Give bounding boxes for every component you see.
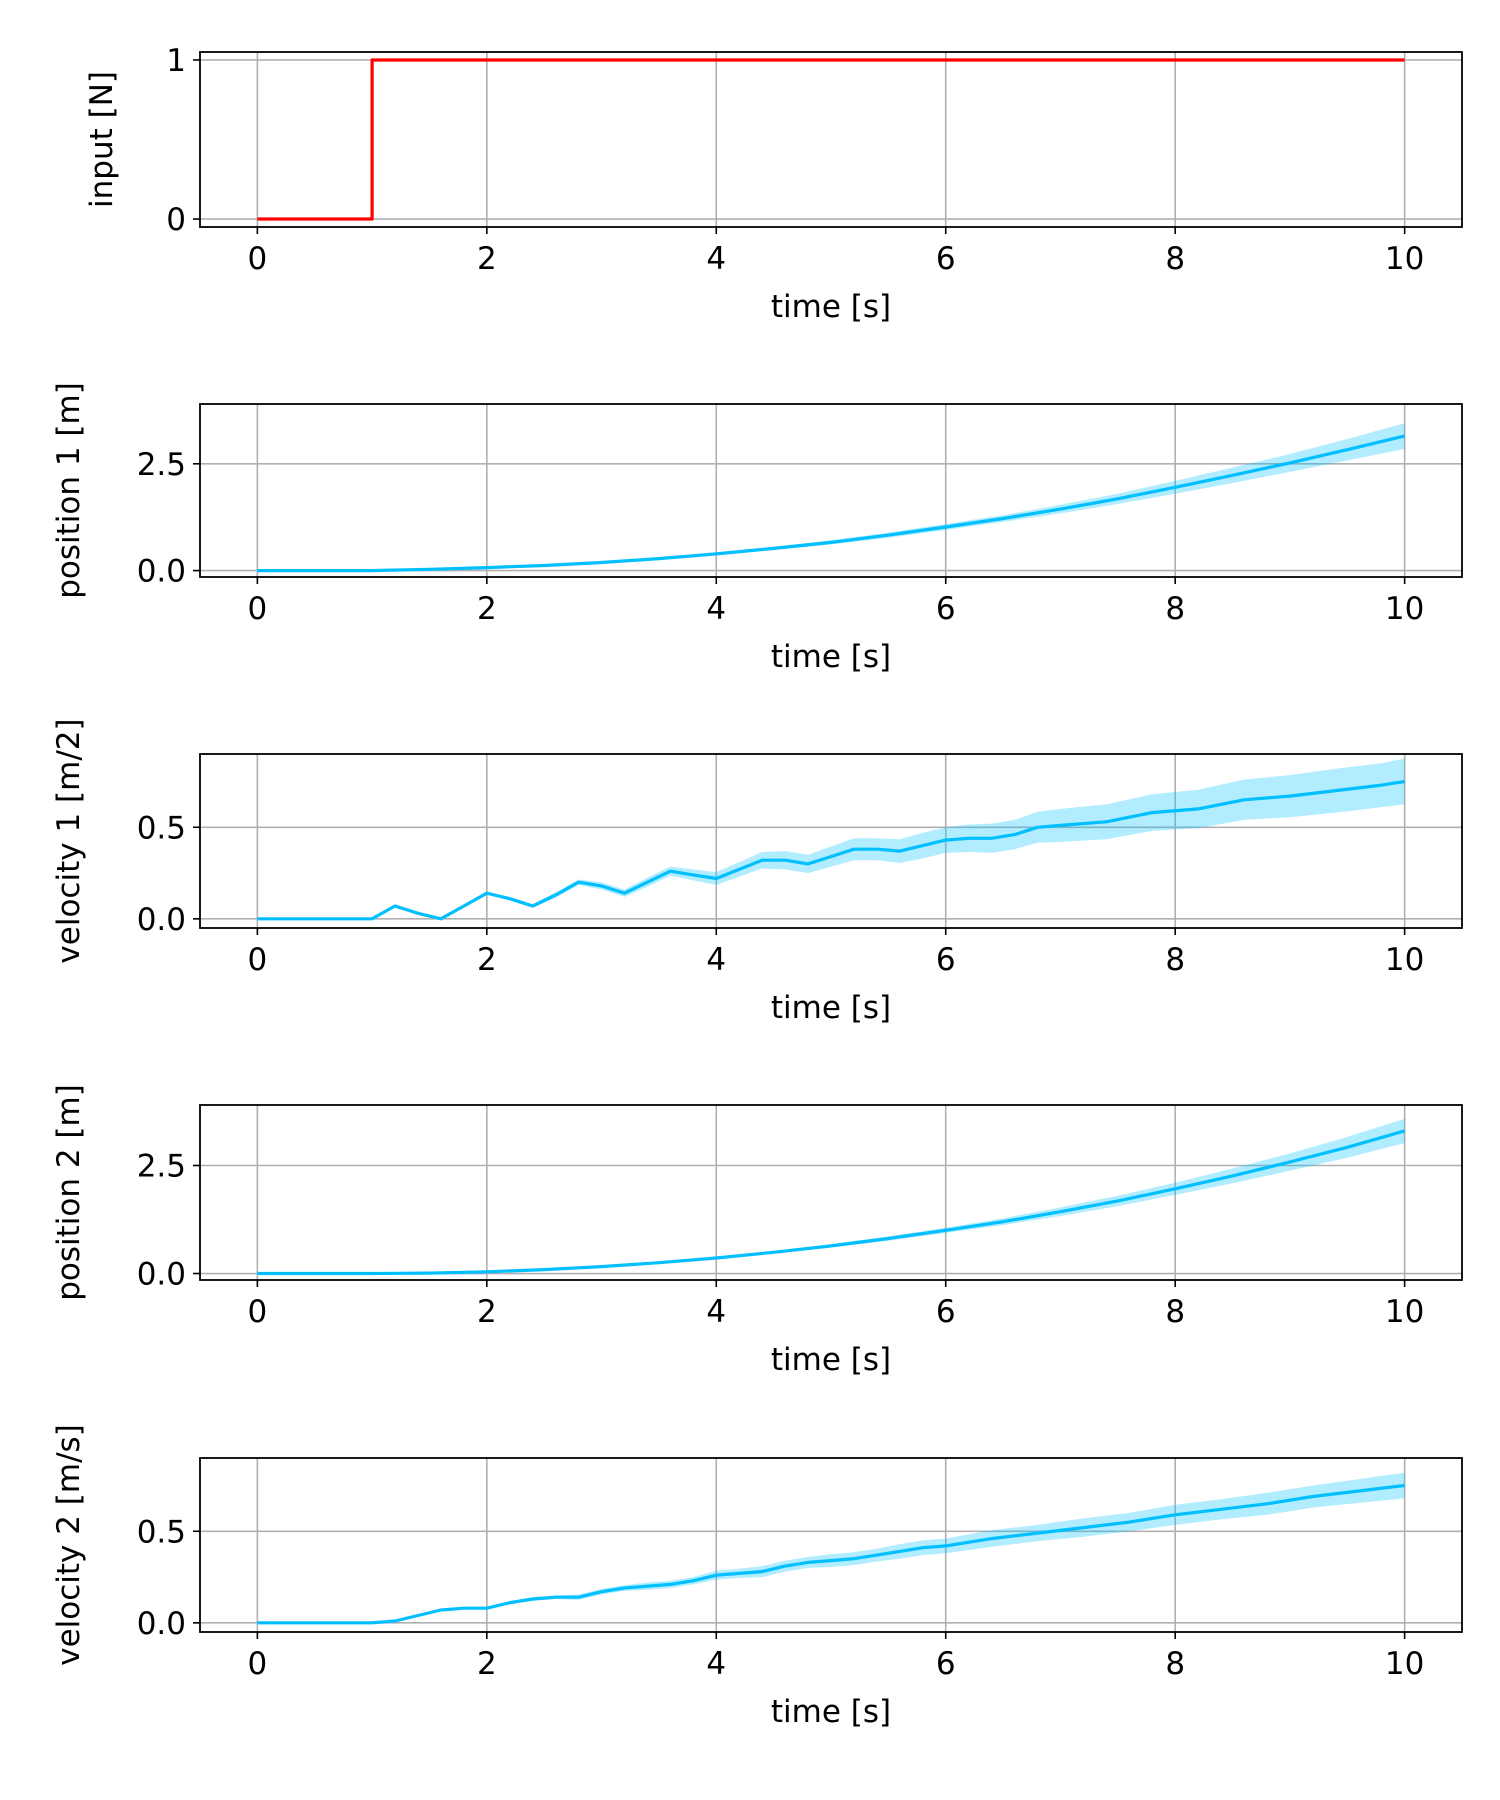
series-line: [257, 779, 1405, 921]
subplot-5: 0 2 4 6 8 10 0.0 0.5 time [s] velocity 2 [m/s]: [51, 1424, 1463, 1730]
x-tick-label: 2: [477, 1294, 497, 1330]
axes-frame: [199, 403, 1463, 578]
x-tick-label: 0: [247, 241, 267, 277]
x-tick-label: 0: [247, 942, 267, 978]
x-axis-label: time [s]: [771, 1342, 891, 1378]
y-axis-label: position 1 [m]: [51, 382, 87, 599]
subplot-2: 0 2 4 6 8 10 0.0 2.5 time [s] position 1 [m]: [51, 382, 1463, 675]
x-tick-label: 10: [1385, 942, 1424, 978]
x-tick-label: 8: [1165, 942, 1185, 978]
subplot-4: 0 2 4 6 8 10 0.0 2.5 time [s] position 2 [m]: [51, 1084, 1463, 1378]
y-axis-label: velocity 2 [m/s]: [51, 1424, 87, 1666]
subplot-1: 0 2 4 6 8 10 0 1 time [s] input [N]: [84, 43, 1463, 325]
y-tick-label: 0.5: [137, 810, 186, 846]
axes-frame: [199, 753, 1463, 929]
y-tick-label: 0.0: [137, 902, 186, 938]
x-tick-label: 4: [706, 241, 726, 277]
x-tick-label: 10: [1385, 591, 1424, 627]
x-axis-label: time [s]: [771, 990, 891, 1026]
x-tick-label: 10: [1385, 1294, 1424, 1330]
x-tick-label: 10: [1385, 241, 1424, 277]
x-tick-label: 2: [477, 1646, 497, 1682]
series-line: [257, 1129, 1406, 1276]
y-tick-label: 0.0: [137, 1257, 186, 1293]
x-tick-label: 4: [706, 1294, 726, 1330]
x-tick-label: 2: [477, 591, 497, 627]
x-tick-label: 0: [247, 1646, 267, 1682]
axes-frame: [199, 51, 1463, 228]
y-tick-label: 0.5: [137, 1514, 186, 1550]
x-tick-label: 8: [1165, 591, 1185, 627]
y-tick-label: 0.0: [137, 1606, 186, 1642]
series-line: [257, 58, 1405, 221]
x-tick-label: 8: [1165, 1646, 1185, 1682]
y-tick-label: 0.0: [137, 554, 186, 590]
uncertainty-band: [257, 1472, 1405, 1623]
series-line: [257, 434, 1405, 573]
uncertainty-band: [257, 1118, 1405, 1274]
uncertainty-band: [257, 758, 1405, 919]
x-tick-label: 8: [1165, 241, 1185, 277]
y-axis-label: position 2 [m]: [51, 1084, 87, 1301]
y-axis-label: velocity 1 [m/2]: [51, 718, 87, 963]
x-tick-label: 0: [247, 1294, 267, 1330]
subplot-3: 0 2 4 6 8 10 0.0 0.5 time [s] velocity 1 [m/2]: [51, 718, 1463, 1026]
x-tick-label: 6: [936, 591, 956, 627]
axes-frame: [199, 1104, 1463, 1281]
x-tick-label: 6: [936, 1294, 956, 1330]
x-tick-label: 2: [477, 241, 497, 277]
x-tick-label: 8: [1165, 1294, 1185, 1330]
y-axis-label: input [N]: [84, 71, 120, 208]
x-tick-label: 4: [706, 942, 726, 978]
x-axis-label: time [s]: [771, 1694, 891, 1730]
x-tick-label: 10: [1385, 1646, 1424, 1682]
y-tick-label: 2.5: [137, 447, 186, 483]
uncertainty-band: [257, 423, 1405, 571]
y-tick-label: 1: [166, 43, 186, 79]
x-tick-label: 6: [936, 1646, 956, 1682]
x-tick-label: 6: [936, 942, 956, 978]
x-tick-label: 0: [247, 591, 267, 627]
x-tick-label: 4: [706, 1646, 726, 1682]
x-tick-label: 6: [936, 241, 956, 277]
x-tick-label: 4: [706, 591, 726, 627]
x-tick-label: 2: [477, 942, 497, 978]
axes-frame: [199, 1457, 1463, 1633]
y-tick-label: 2.5: [137, 1148, 186, 1184]
x-axis-label: time [s]: [771, 289, 891, 325]
series-line: [257, 1483, 1405, 1625]
x-axis-label: time [s]: [771, 639, 891, 675]
y-tick-label: 0: [166, 202, 186, 238]
